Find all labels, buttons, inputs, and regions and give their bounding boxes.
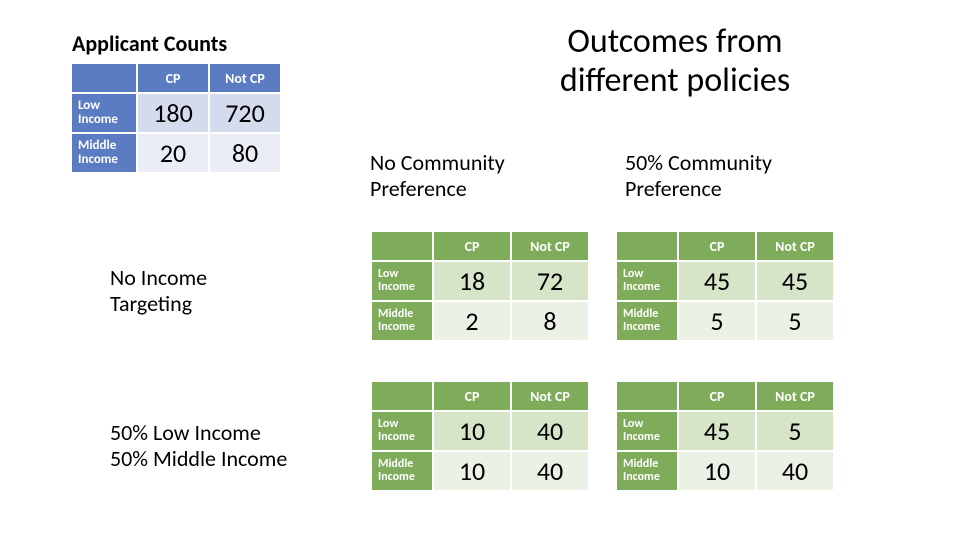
table-corner (371, 381, 433, 411)
table-corner (371, 231, 433, 261)
row-label-low: LowIncome (371, 411, 433, 451)
col-header-notcp: Not CP (511, 231, 589, 261)
row-label-low: LowIncome (616, 261, 678, 301)
slide: { "title": "Outcomes from\ndifferent pol… (0, 0, 960, 540)
col-header-notcp: Not CP (756, 231, 834, 261)
cell: 40 (511, 411, 589, 451)
row-label-middle: MiddleIncome (616, 301, 678, 341)
col-header-cp: CP (137, 63, 209, 93)
row-label-low: LowIncome (71, 93, 137, 133)
row-label-middle: MiddleIncome (371, 451, 433, 491)
col-header-notcp: Not CP (756, 381, 834, 411)
row-title-no-income: No IncomeTargeting (110, 265, 207, 318)
col-header-cp: CP (433, 231, 511, 261)
col-header-cp: CP (678, 231, 756, 261)
cell: 8 (511, 301, 589, 341)
row-label-low: LowIncome (371, 261, 433, 301)
cell: 5 (756, 301, 834, 341)
cell: 10 (678, 451, 756, 491)
col-header-cp: CP (678, 381, 756, 411)
outcome-table-br: CP Not CP LowIncome 45 5 MiddleIncome 10… (615, 380, 835, 492)
cell: 5 (678, 301, 756, 341)
col-header-notcp: Not CP (209, 63, 281, 93)
outcome-table-tr: CP Not CP LowIncome 45 45 MiddleIncome 5… (615, 230, 835, 342)
applicant-counts-table: CP Not CP LowIncome 180 720 MiddleIncome… (70, 62, 282, 174)
table-corner (616, 231, 678, 261)
cell: 180 (137, 93, 209, 133)
cell: 720 (209, 93, 281, 133)
row-label-middle: MiddleIncome (616, 451, 678, 491)
cell: 18 (433, 261, 511, 301)
cell: 72 (511, 261, 589, 301)
col-header-notcp: Not CP (511, 381, 589, 411)
cell: 40 (511, 451, 589, 491)
outcome-table-bl: CP Not CP LowIncome 10 40 MiddleIncome 1… (370, 380, 590, 492)
cell: 10 (433, 411, 511, 451)
cell: 5 (756, 411, 834, 451)
col-title-no-cp: No CommunityPreference (370, 150, 505, 203)
cell: 10 (433, 451, 511, 491)
cell: 45 (678, 261, 756, 301)
row-label-middle: MiddleIncome (371, 301, 433, 341)
cell: 20 (137, 133, 209, 173)
outcome-table-tl: CP Not CP LowIncome 18 72 MiddleIncome 2… (370, 230, 590, 342)
cell: 45 (756, 261, 834, 301)
main-title: Outcomes fromdifferent policies (435, 22, 915, 100)
cell: 2 (433, 301, 511, 341)
applicant-counts-title: Applicant Counts (72, 30, 227, 57)
row-label-middle: MiddleIncome (71, 133, 137, 173)
col-header-cp: CP (433, 381, 511, 411)
row-label-low: LowIncome (616, 411, 678, 451)
cell: 45 (678, 411, 756, 451)
table-corner (616, 381, 678, 411)
table-corner (71, 63, 137, 93)
row-title-50-50: 50% Low Income50% Middle Income (110, 420, 287, 473)
col-title-50-cp: 50% CommunityPreference (625, 150, 772, 203)
cell: 40 (756, 451, 834, 491)
cell: 80 (209, 133, 281, 173)
